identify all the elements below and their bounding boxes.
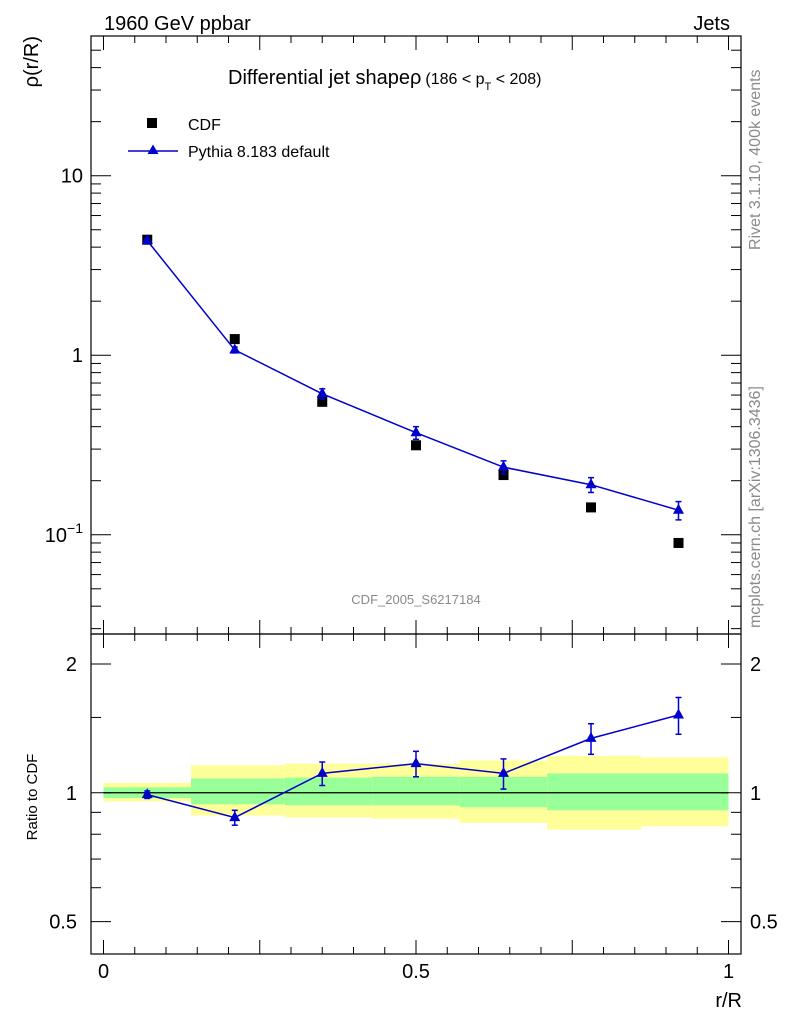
main-data-marks: [141, 234, 684, 548]
cdf-point: [673, 537, 684, 548]
x-tick-label: 0: [98, 961, 109, 983]
ratio-point: [673, 708, 684, 719]
ratio-axis-ticks: 0 0.5 1 2 2 1 1 0.5 0.5: [49, 634, 778, 983]
band-inner-1: [191, 778, 285, 805]
ratio-uncertainty-bands: [103, 755, 729, 830]
plot-title-rho: ρ: [410, 67, 421, 89]
xlabel: r/R: [715, 990, 742, 1012]
y-tick-label: 1: [72, 345, 83, 367]
pythia-point: [673, 503, 684, 514]
ratio-point: [316, 766, 328, 777]
pythia-point: [316, 387, 328, 398]
band-inner-6: [641, 773, 729, 811]
rivet-version-label: Rivet 3.1.10, 400k events: [747, 69, 764, 250]
ratio-point: [229, 811, 241, 822]
plot-title-main: Differential jet shape: [228, 67, 410, 89]
plot-title: Differential jet shapeρ (186 < pT < 208): [228, 67, 542, 93]
x-tick-label: 1: [723, 961, 734, 983]
plot-title-range-sub: T: [485, 81, 492, 93]
legend-cdf-marker: [147, 118, 157, 128]
y-tick-label: 10: [61, 166, 83, 188]
ratio-y-tick-label: 2: [66, 654, 77, 676]
source-label: mcplots.cern.ch [arXiv:1306.3436]: [747, 386, 764, 628]
pythia-point: [141, 234, 153, 245]
legend-pythia-label: Pythia 8.183 default: [188, 144, 330, 161]
band-inner-3: [372, 776, 460, 806]
x-tick-label: 0.5: [402, 961, 430, 983]
ratio-y-tick-label: 0.5: [49, 912, 77, 934]
ratio-point: [585, 731, 597, 742]
legend-cdf-label: CDF: [188, 117, 221, 134]
legend-pythia-marker: [147, 144, 159, 154]
cdf-point: [586, 502, 596, 513]
main-ylabel: ρ(r/R): [21, 36, 43, 87]
pythia-point: [498, 460, 509, 471]
ratio-y-tick-label: 1: [66, 783, 77, 805]
y-tick-label: 10−1: [45, 520, 83, 547]
ratio-point: [498, 766, 509, 777]
band-inner-5: [547, 773, 641, 811]
ratio-y-tick-label-right: 0.5: [750, 912, 778, 934]
band-inner-2: [284, 777, 373, 806]
cdf-point: [498, 470, 509, 481]
plot-title-range-end: < 208): [491, 71, 541, 88]
cdf-point: [411, 440, 421, 451]
category-label: Jets: [693, 13, 730, 35]
pythia-point: [229, 343, 241, 354]
ratio-point: [410, 757, 422, 768]
ratio-y-tick-label-right: 1: [750, 783, 761, 805]
pythia-point: [410, 426, 422, 437]
ratio-plot-panel: 0 0.5 1 2 2 1 1 0.5 0.5 Ratio to CDF r/R: [24, 633, 778, 1012]
y-tick-label-exponent: −1: [67, 520, 83, 536]
ratio-data-marks: [141, 696, 684, 826]
analysis-watermark: CDF_2005_S6217184: [351, 592, 480, 607]
legend: CDF Pythia 8.183 default: [128, 117, 330, 161]
y-tick-label-base: 10: [45, 525, 67, 547]
pythia-line: [146, 240, 679, 511]
ratio-point: [141, 788, 153, 799]
plot-title-range: (186 < p: [425, 71, 484, 88]
ratio-y-tick-label-right: 2: [750, 654, 761, 676]
pythia-point: [585, 478, 597, 489]
cdf-point: [229, 334, 240, 345]
cdf-point: [317, 396, 328, 407]
energy-label: 1960 GeV ppbar: [104, 13, 251, 35]
ratio-ylabel: Ratio to CDF: [24, 754, 41, 841]
